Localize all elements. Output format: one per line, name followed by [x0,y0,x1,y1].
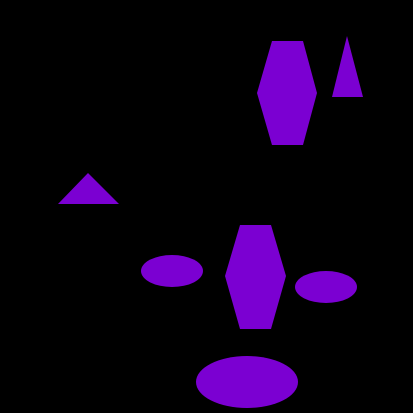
hexagon-top [257,41,317,145]
ellipse-right [295,271,357,303]
ellipse-left [141,255,203,287]
triangle-tall [332,36,363,97]
hexagon-bottom [225,225,286,329]
ellipse-bottom [196,356,298,408]
triangle-small [58,173,119,204]
